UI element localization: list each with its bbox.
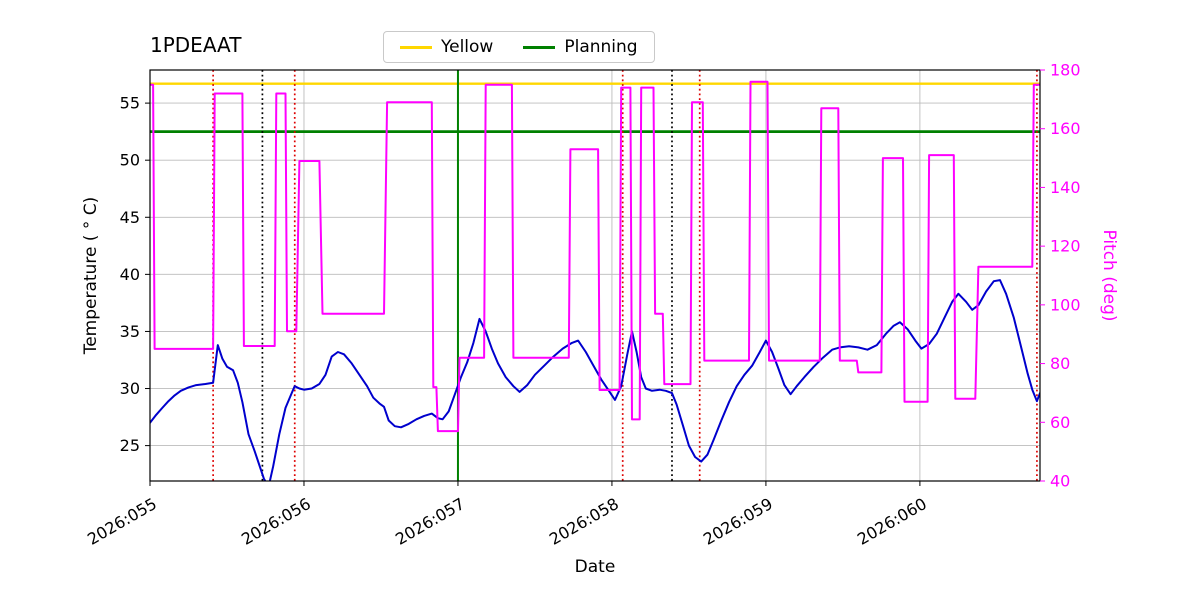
y-axis-right: 40 60 80 100 120 140 160 180: [1040, 61, 1081, 491]
temperature-series-line: [150, 279, 1040, 481]
plot-frame: [149, 69, 1041, 482]
legend-label-yellow: Yellow: [441, 37, 494, 57]
y-right-tick-label: 80: [1050, 354, 1070, 373]
legend-item-yellow: Yellow: [400, 37, 493, 57]
x-tick-label: 2026:056: [238, 494, 314, 549]
y-left-tick-label: 45: [120, 208, 140, 227]
y-right-tick-label: 100: [1050, 295, 1081, 314]
x-axis: 2026:055 2026:056 2026:057 2026:058 2026:059…: [84, 481, 930, 549]
x-tick-label: 2026:059: [700, 494, 776, 549]
y-right-tick-label: 140: [1050, 178, 1081, 197]
legend-item-planning: Planning: [523, 37, 638, 57]
pitch-series-line: [150, 80, 1040, 433]
y-left-tick-label: 40: [120, 265, 140, 284]
legend-label-planning: Planning: [564, 37, 638, 57]
x-tick-label: 2026:060: [854, 494, 930, 549]
yellow-line-swatch: [400, 45, 432, 49]
x-tick-label: 2026:055: [84, 494, 160, 549]
y-left-tick-label: 50: [120, 151, 140, 170]
x-tick-label: 2026:058: [546, 494, 622, 549]
y-left-tick-label: 25: [120, 436, 140, 455]
legend: Yellow Planning: [383, 31, 655, 63]
x-axis-label: Date: [575, 557, 616, 577]
chart-title: 1PDEAAT: [150, 33, 242, 57]
x-tick-label: 2026:057: [392, 494, 468, 549]
y-right-tick-label: 40: [1050, 472, 1070, 491]
y-right-tick-label: 180: [1050, 61, 1081, 80]
y-left-tick-label: 30: [120, 379, 140, 398]
y-right-tick-label: 160: [1050, 119, 1081, 138]
y-right-axis-label: Pitch (deg): [1099, 229, 1119, 321]
y-right-tick-label: 120: [1050, 237, 1081, 256]
y-right-tick-label: 60: [1050, 413, 1070, 432]
y-left-tick-label: 55: [120, 94, 140, 113]
y-left-axis-label: Temperature ( ° C): [81, 197, 101, 356]
y-left-tick-label: 35: [120, 322, 140, 341]
y-axis-left: 25 30 35 40 45 50 55: [120, 94, 150, 455]
planning-line-swatch: [523, 45, 556, 49]
